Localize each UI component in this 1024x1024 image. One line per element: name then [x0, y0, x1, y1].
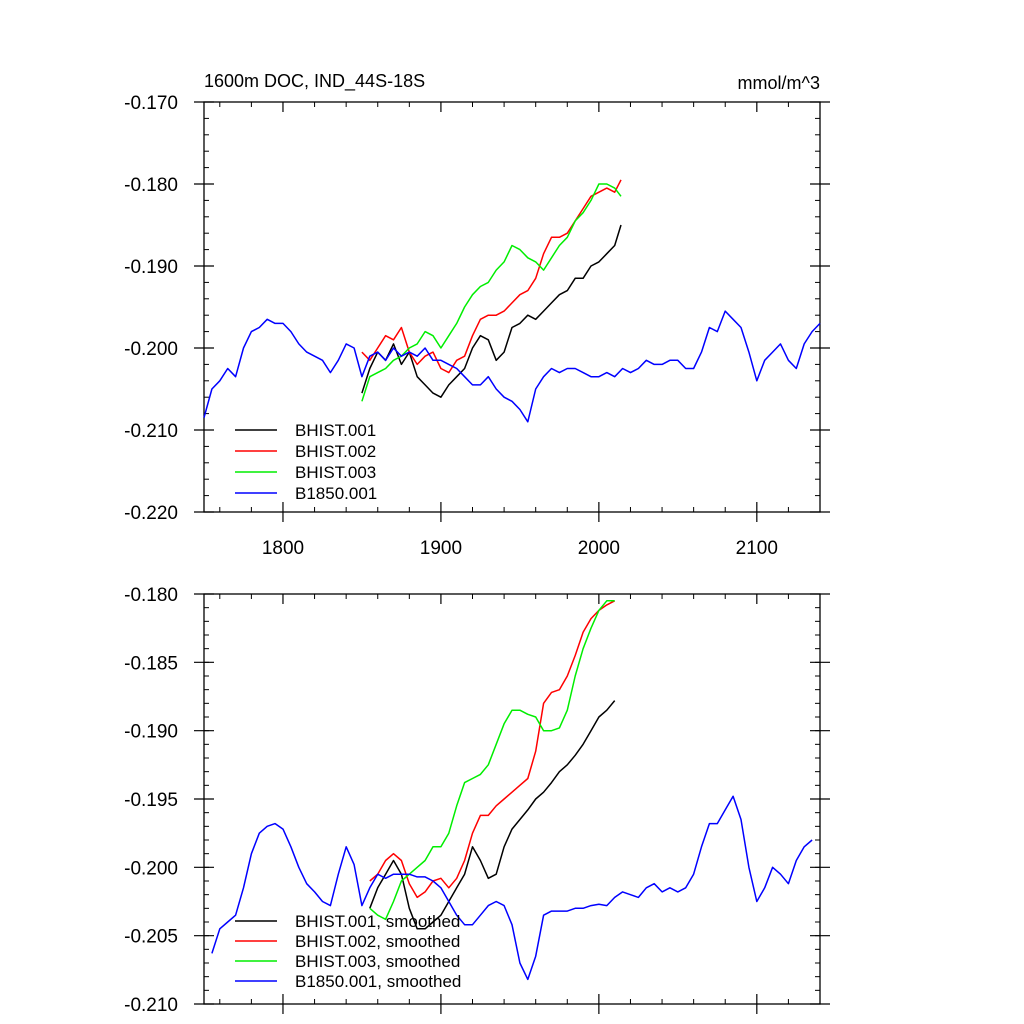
- bottom-panel: -0.180 -0.185 -0.190 -0.195 -0.200 -0.205 -0.2…: [124, 585, 830, 1016]
- series-line-bhist-001-smoothed: [369, 700, 616, 930]
- y-tick-label: -0.190: [124, 257, 178, 278]
- y-tick-label: -0.210: [124, 995, 178, 1016]
- legend-label: BHIST.001: [295, 421, 376, 440]
- series-line-b1850-001: [203, 310, 821, 423]
- top-panel: 1800 1900 2000 2100 -0.170 -0.180 -0.190 -0.200…: [124, 71, 830, 559]
- y-tick-label: -0.190: [124, 722, 178, 743]
- x-tick-label: 2000: [578, 538, 620, 559]
- series-line-bhist-002: [361, 179, 622, 374]
- legend-label: B1850.001, smoothed: [295, 972, 461, 991]
- x-tick-label: 1800: [262, 538, 304, 559]
- y-tick-label: -0.195: [124, 790, 178, 811]
- legend-label: BHIST.001, smoothed: [295, 912, 460, 931]
- y-tick-label: -0.180: [124, 585, 178, 606]
- y-tick-label: -0.210: [124, 421, 178, 442]
- y-tick-label: -0.170: [124, 93, 178, 114]
- y-tick-label: -0.180: [124, 175, 178, 196]
- legend-label: BHIST.003: [295, 463, 376, 482]
- plot-frame: [203, 101, 821, 513]
- series-line-bhist-001: [361, 224, 622, 398]
- x-tick-label: 2100: [736, 538, 778, 559]
- x-tick-label: 1900: [420, 538, 462, 559]
- y-tick-label: -0.220: [124, 503, 178, 524]
- legend-label: BHIST.002: [295, 442, 376, 461]
- series-line-bhist-003-smoothed: [369, 600, 615, 921]
- units-label: mmol/m^3: [738, 73, 820, 93]
- y-tick-label: -0.200: [124, 339, 178, 360]
- series-line-b1850-001-smoothed: [211, 795, 813, 981]
- legend-label: BHIST.002, smoothed: [295, 932, 460, 951]
- legend-label: B1850.001: [295, 484, 377, 503]
- y-tick-label: -0.185: [124, 653, 178, 674]
- y-tick-label: -0.200: [124, 858, 178, 879]
- series-line-bhist-003: [361, 183, 622, 402]
- series-line-bhist-002-smoothed: [369, 600, 616, 899]
- chart-title: 1600m DOC, IND_44S-18S: [204, 71, 425, 92]
- y-tick-label: -0.205: [124, 927, 178, 948]
- legend-label: BHIST.003, smoothed: [295, 952, 460, 971]
